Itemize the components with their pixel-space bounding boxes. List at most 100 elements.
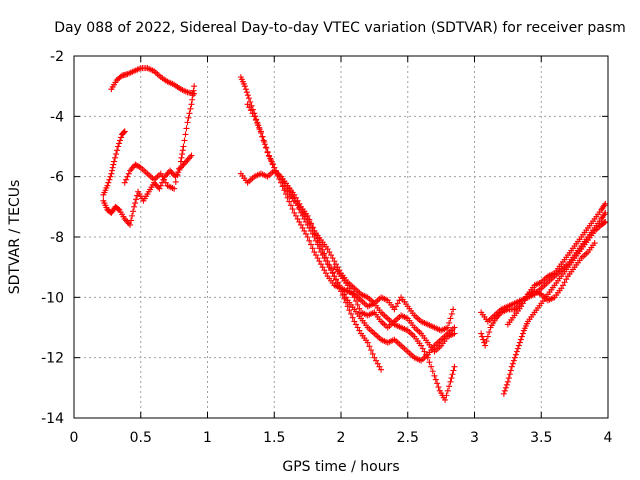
- data-point: [324, 246, 331, 253]
- plot-frame: [73, 55, 609, 419]
- data-point: [329, 255, 336, 262]
- data-point: [242, 86, 249, 93]
- data-point: [127, 167, 134, 174]
- data-point: [264, 149, 271, 156]
- data-point: [132, 200, 139, 207]
- data-point: [183, 125, 190, 132]
- data-point: [521, 297, 528, 304]
- data-point: [256, 124, 263, 131]
- data-point: [266, 153, 273, 160]
- data-point: [279, 183, 286, 190]
- data-point: [334, 280, 341, 287]
- data-point: [309, 224, 316, 231]
- series-arc2-c: [237, 167, 458, 364]
- data-point: [513, 348, 520, 355]
- data-point: [314, 255, 321, 262]
- data-point: [319, 264, 326, 271]
- data-point: [509, 360, 516, 367]
- data-point: [156, 185, 163, 192]
- data-point: [246, 104, 253, 111]
- data-point: [162, 179, 169, 186]
- data-point: [304, 212, 311, 219]
- data-point: [128, 217, 135, 224]
- series-arc3-b: [478, 200, 609, 349]
- data-point: [157, 170, 164, 177]
- data-point: [294, 202, 301, 209]
- data-point: [502, 384, 509, 391]
- data-point: [304, 234, 311, 240]
- series-arc2-e: [331, 264, 458, 355]
- data-point: [302, 218, 309, 225]
- data-point: [507, 367, 514, 374]
- chart-title: Day 088 of 2022, Sidereal Day-to-day VTE…: [54, 20, 626, 36]
- data-point: [284, 182, 291, 189]
- data-point: [109, 164, 116, 171]
- data-point: [563, 276, 570, 283]
- data-point: [517, 336, 524, 343]
- data-point: [353, 321, 360, 328]
- data-point: [450, 367, 457, 374]
- data-point: [286, 198, 293, 205]
- data-point: [136, 163, 143, 170]
- data-point: [523, 294, 530, 301]
- data-point: [349, 314, 356, 321]
- data-point: [257, 128, 264, 135]
- data-point: [188, 152, 195, 159]
- data-point: [431, 372, 438, 379]
- data-point: [503, 381, 510, 388]
- data-point: [349, 291, 356, 298]
- data-point: [116, 140, 123, 147]
- data-point: [505, 375, 512, 382]
- data-point: [429, 368, 436, 375]
- x-axis-label: GPS time / hours: [282, 459, 399, 475]
- data-point: [267, 157, 274, 164]
- data-point: [118, 134, 125, 141]
- data-point: [186, 110, 193, 117]
- data-point: [114, 147, 121, 154]
- data-point: [341, 295, 348, 302]
- data-point: [185, 114, 192, 121]
- data-point: [243, 89, 250, 96]
- data-point: [324, 261, 331, 268]
- data-point: [174, 172, 181, 179]
- data-point: [251, 113, 258, 120]
- data-point: [289, 191, 296, 198]
- x-tick-label: 0: [70, 430, 79, 446]
- data-point: [519, 330, 526, 337]
- data-point: [326, 249, 333, 256]
- y-tick-label: -12: [41, 351, 64, 367]
- series-arc1-scatter: [121, 83, 198, 192]
- y-tick-label: -4: [50, 109, 64, 125]
- data-point: [449, 371, 456, 378]
- data-point: [296, 206, 303, 213]
- data-point: [135, 163, 142, 170]
- data-point: [171, 185, 178, 192]
- data-point: [112, 154, 119, 161]
- data-point: [107, 173, 114, 180]
- data-point: [332, 261, 339, 268]
- data-point: [501, 387, 508, 394]
- data-point: [161, 176, 168, 183]
- series-arc1-upper: [108, 65, 198, 97]
- data-point: [322, 258, 329, 265]
- data-point: [448, 310, 455, 317]
- data-point: [336, 284, 343, 291]
- data-point: [442, 396, 449, 403]
- data-point: [356, 327, 363, 334]
- data-point: [281, 187, 288, 194]
- data-point: [115, 143, 122, 150]
- data-point: [299, 224, 306, 231]
- data-point: [254, 120, 261, 127]
- data-point: [181, 137, 188, 144]
- x-tick-label: 1: [203, 430, 212, 446]
- data-point: [346, 285, 353, 292]
- data-point: [115, 206, 122, 213]
- data-point: [130, 208, 137, 215]
- data-point: [128, 166, 135, 173]
- data-point: [346, 307, 353, 314]
- data-point: [344, 282, 351, 289]
- data-point: [368, 347, 375, 354]
- x-tick-labels: 0 0.5 1 1.5 2 2.5 3 3.5 4: [70, 430, 613, 446]
- data-point: [348, 310, 355, 317]
- data-point: [447, 378, 454, 385]
